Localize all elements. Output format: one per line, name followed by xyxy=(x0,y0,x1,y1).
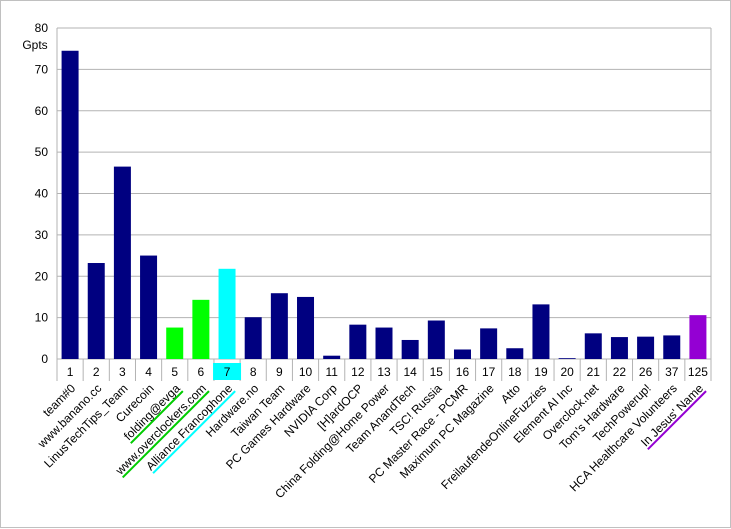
y-tick-label: 0 xyxy=(41,352,48,366)
y-tick-label: 10 xyxy=(35,311,49,325)
rank-highlight xyxy=(213,363,242,380)
y-tick-label: 20 xyxy=(35,269,49,283)
rank-label: 26 xyxy=(639,365,653,379)
rank-label: 4 xyxy=(145,365,152,379)
rank-label: 9 xyxy=(276,365,283,379)
bar xyxy=(192,299,210,359)
rank-label: 21 xyxy=(587,365,601,379)
rank-label: 2 xyxy=(93,365,100,379)
rank-label: 12 xyxy=(351,365,365,379)
bar xyxy=(323,355,341,359)
team-label-underline xyxy=(152,390,236,474)
rank-label: 20 xyxy=(560,365,574,379)
rank-label: 8 xyxy=(250,365,257,379)
y-tick-label: 30 xyxy=(35,228,49,242)
rank-label: 3 xyxy=(119,365,126,379)
rank-label: 5 xyxy=(171,365,178,379)
y-tick-label: 40 xyxy=(35,187,49,201)
bar xyxy=(140,255,158,359)
rank-label: 11 xyxy=(325,365,338,379)
bar xyxy=(480,328,498,359)
bar xyxy=(61,50,79,359)
rank-labels: 1 2 3 4 5 6 7 8 9 10 11 12 13 14 15 16 17 18 19 20 21 22 26 37 1… xyxy=(67,363,708,380)
bar xyxy=(166,327,184,359)
bar xyxy=(270,293,288,359)
bar xyxy=(663,335,681,359)
bar xyxy=(87,263,105,359)
y-axis-ticks: 0 10 20 30 40 50 60 70 80 xyxy=(35,21,49,366)
rank-label: 14 xyxy=(403,365,417,379)
bar xyxy=(532,304,550,359)
team-label-underline xyxy=(130,390,184,444)
bar xyxy=(113,166,131,359)
bar xyxy=(610,337,628,359)
bars xyxy=(61,50,707,359)
rank-label: 6 xyxy=(198,365,205,379)
y-tick-label: 60 xyxy=(35,104,49,118)
rank-label: 22 xyxy=(613,365,627,379)
grid-lines xyxy=(56,27,712,381)
bar xyxy=(297,296,315,359)
rank-label: 125 xyxy=(688,365,708,379)
bar xyxy=(558,358,576,359)
y-tick-label: 70 xyxy=(35,62,49,76)
bar xyxy=(218,268,236,359)
rank-label: 7 xyxy=(224,365,231,379)
bar xyxy=(453,349,471,359)
rank-label: 17 xyxy=(482,365,496,379)
bar xyxy=(349,324,367,359)
team-label-underline xyxy=(647,390,707,451)
rank-label: 16 xyxy=(456,365,470,379)
bar xyxy=(427,320,445,359)
rank-label: 18 xyxy=(508,365,522,379)
y-tick-label: 50 xyxy=(35,145,49,159)
y-tick-label: 80 xyxy=(35,21,49,35)
rank-label: 19 xyxy=(534,365,548,379)
team-labels: team#0www.banano.ccLinusTechTips_TeamCur… xyxy=(34,381,707,501)
bar xyxy=(375,327,393,359)
bar xyxy=(244,317,262,359)
rank-label: 15 xyxy=(430,365,444,379)
team-label-underline xyxy=(122,390,210,479)
rank-label: 37 xyxy=(665,365,679,379)
rank-label: 10 xyxy=(299,365,313,379)
bar xyxy=(637,336,655,359)
rank-label: 1 xyxy=(67,365,74,379)
bar xyxy=(506,348,524,359)
bar xyxy=(584,333,602,359)
y-axis-unit-label: Gpts xyxy=(22,38,47,52)
bar xyxy=(689,315,707,359)
bar xyxy=(401,339,419,359)
rank-label: 13 xyxy=(377,365,391,379)
